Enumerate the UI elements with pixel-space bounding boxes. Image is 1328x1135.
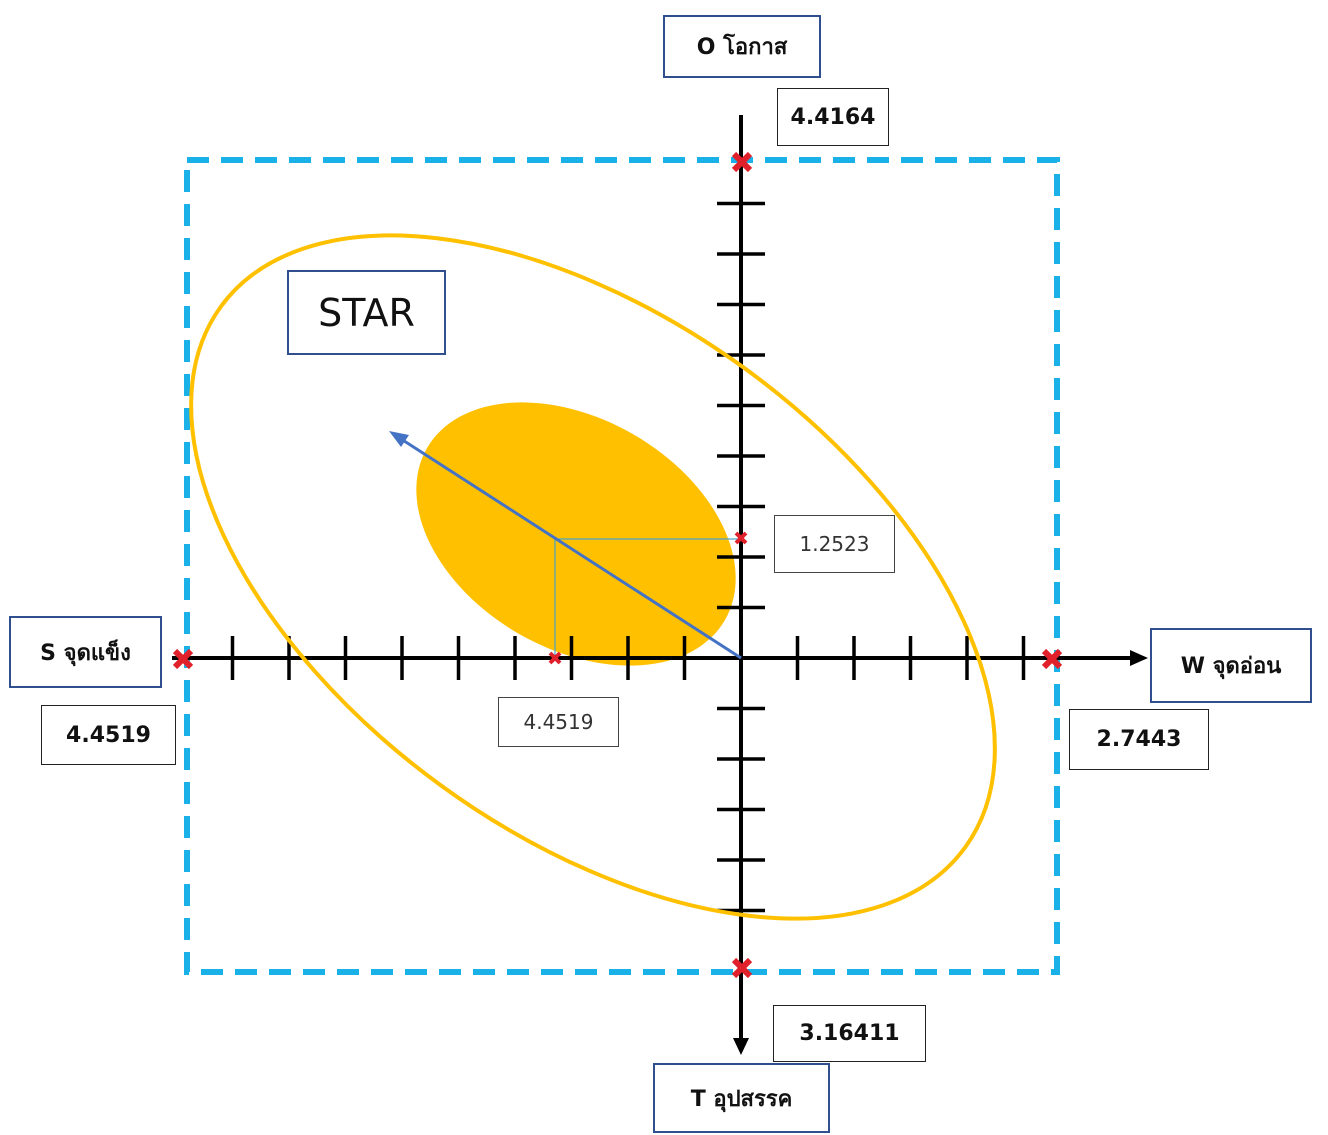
- dashed-frame: [184, 157, 1060, 975]
- strength-label: S จุดแข็ง: [9, 616, 162, 688]
- strength-value: 4.4519: [41, 705, 176, 765]
- weakness-label: W จุดอ่อน: [1150, 628, 1312, 703]
- marker-icon-x-projection: [548, 651, 562, 665]
- opportunity-value: 4.4164: [777, 88, 889, 146]
- down-arrowhead-icon: [733, 1038, 749, 1055]
- marker-icon-bottom: [731, 957, 753, 979]
- threat-label: T อุปสรรค: [653, 1063, 830, 1133]
- vector-arrowhead-icon: [389, 431, 409, 447]
- point-y-value: 1.2523: [774, 515, 895, 573]
- outline-ellipse: [189, 233, 997, 921]
- marker-icon-y-projection: [734, 531, 748, 545]
- marker-icon-top: [731, 151, 753, 173]
- strategy-vector: [397, 435, 742, 660]
- opportunity-label: O โอกาส: [663, 15, 821, 78]
- weakness-value: 2.7443: [1069, 709, 1209, 770]
- marker-icon-right: [1041, 648, 1063, 670]
- threat-value: 3.16411: [773, 1005, 926, 1062]
- filled-ellipse: [416, 402, 736, 666]
- marker-icon-left: [172, 648, 194, 670]
- point-x-value: 4.4519: [498, 697, 619, 747]
- star-zone-label: STAR: [287, 270, 446, 355]
- right-arrowhead-icon: [1130, 650, 1148, 666]
